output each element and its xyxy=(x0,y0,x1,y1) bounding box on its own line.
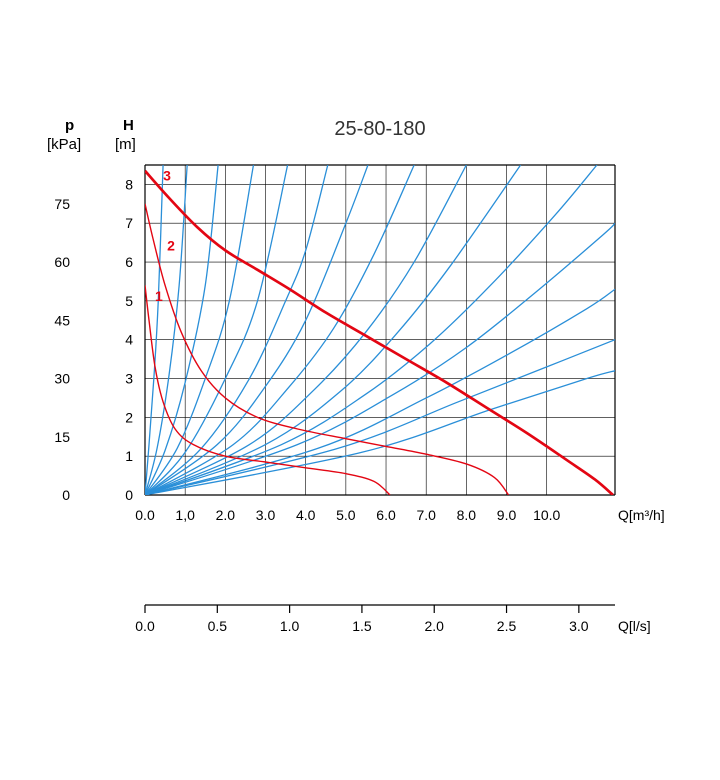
tick-q-ls: 0.0 xyxy=(135,618,155,634)
tick-h: 3 xyxy=(125,371,133,387)
tick-h: 2 xyxy=(125,409,133,425)
tick-q-m3h: 3.0 xyxy=(256,507,276,523)
tick-q-m3h: 7.0 xyxy=(416,507,436,523)
axis-label-p: p xyxy=(65,117,74,134)
tick-q-m3h: 0.0 xyxy=(135,507,155,523)
tick-h: 7 xyxy=(125,215,133,231)
tick-q-ls: 0.5 xyxy=(208,618,228,634)
tick-q-m3h: 2.0 xyxy=(216,507,236,523)
tick-q-ls: 2.0 xyxy=(424,618,444,634)
tick-kpa: 15 xyxy=(54,429,70,445)
chart-title: 25-80-180 xyxy=(334,118,425,140)
tick-h: 5 xyxy=(125,293,133,309)
tick-kpa: 75 xyxy=(54,196,70,212)
tick-q-m3h: 8.0 xyxy=(457,507,477,523)
tick-kpa: 0 xyxy=(62,487,70,503)
tick-q-m3h: 6.0 xyxy=(376,507,396,523)
axis-label-q-m3h: Q[m³/h] xyxy=(618,507,665,523)
tick-q-m3h: 9.0 xyxy=(497,507,517,523)
tick-kpa: 45 xyxy=(54,312,70,328)
tick-q-ls: 1.5 xyxy=(352,618,372,634)
tick-kpa: 30 xyxy=(54,371,70,387)
axis-label-q-ls: Q[l/s] xyxy=(618,618,651,634)
pump-curve-chart: 25-80-180p[kPa]01530456075H[m]0123456780… xyxy=(0,0,720,780)
tick-kpa: 60 xyxy=(54,254,70,270)
tick-q-ls: 2.5 xyxy=(497,618,517,634)
axis-label-h: H xyxy=(123,117,134,134)
tick-h: 1 xyxy=(125,448,133,464)
tick-h: 4 xyxy=(125,332,133,348)
tick-q-ls: 1.0 xyxy=(280,618,300,634)
axis-label-kpa: [kPa] xyxy=(47,136,81,153)
tick-h: 0 xyxy=(125,487,133,503)
pump-curve-label: 2 xyxy=(167,237,175,253)
tick-q-ls: 3.0 xyxy=(569,618,589,634)
tick-q-m3h: 5.0 xyxy=(336,507,356,523)
tick-q-m3h: 10.0 xyxy=(533,507,560,523)
pump-curve-label: 1 xyxy=(155,288,163,304)
pump-curve-label: 3 xyxy=(163,168,171,184)
tick-h: 6 xyxy=(125,254,133,270)
tick-q-m3h: 4.0 xyxy=(296,507,316,523)
axis-label-m: [m] xyxy=(115,136,136,153)
tick-q-m3h: 1,0 xyxy=(175,507,195,523)
tick-h: 8 xyxy=(125,176,133,192)
